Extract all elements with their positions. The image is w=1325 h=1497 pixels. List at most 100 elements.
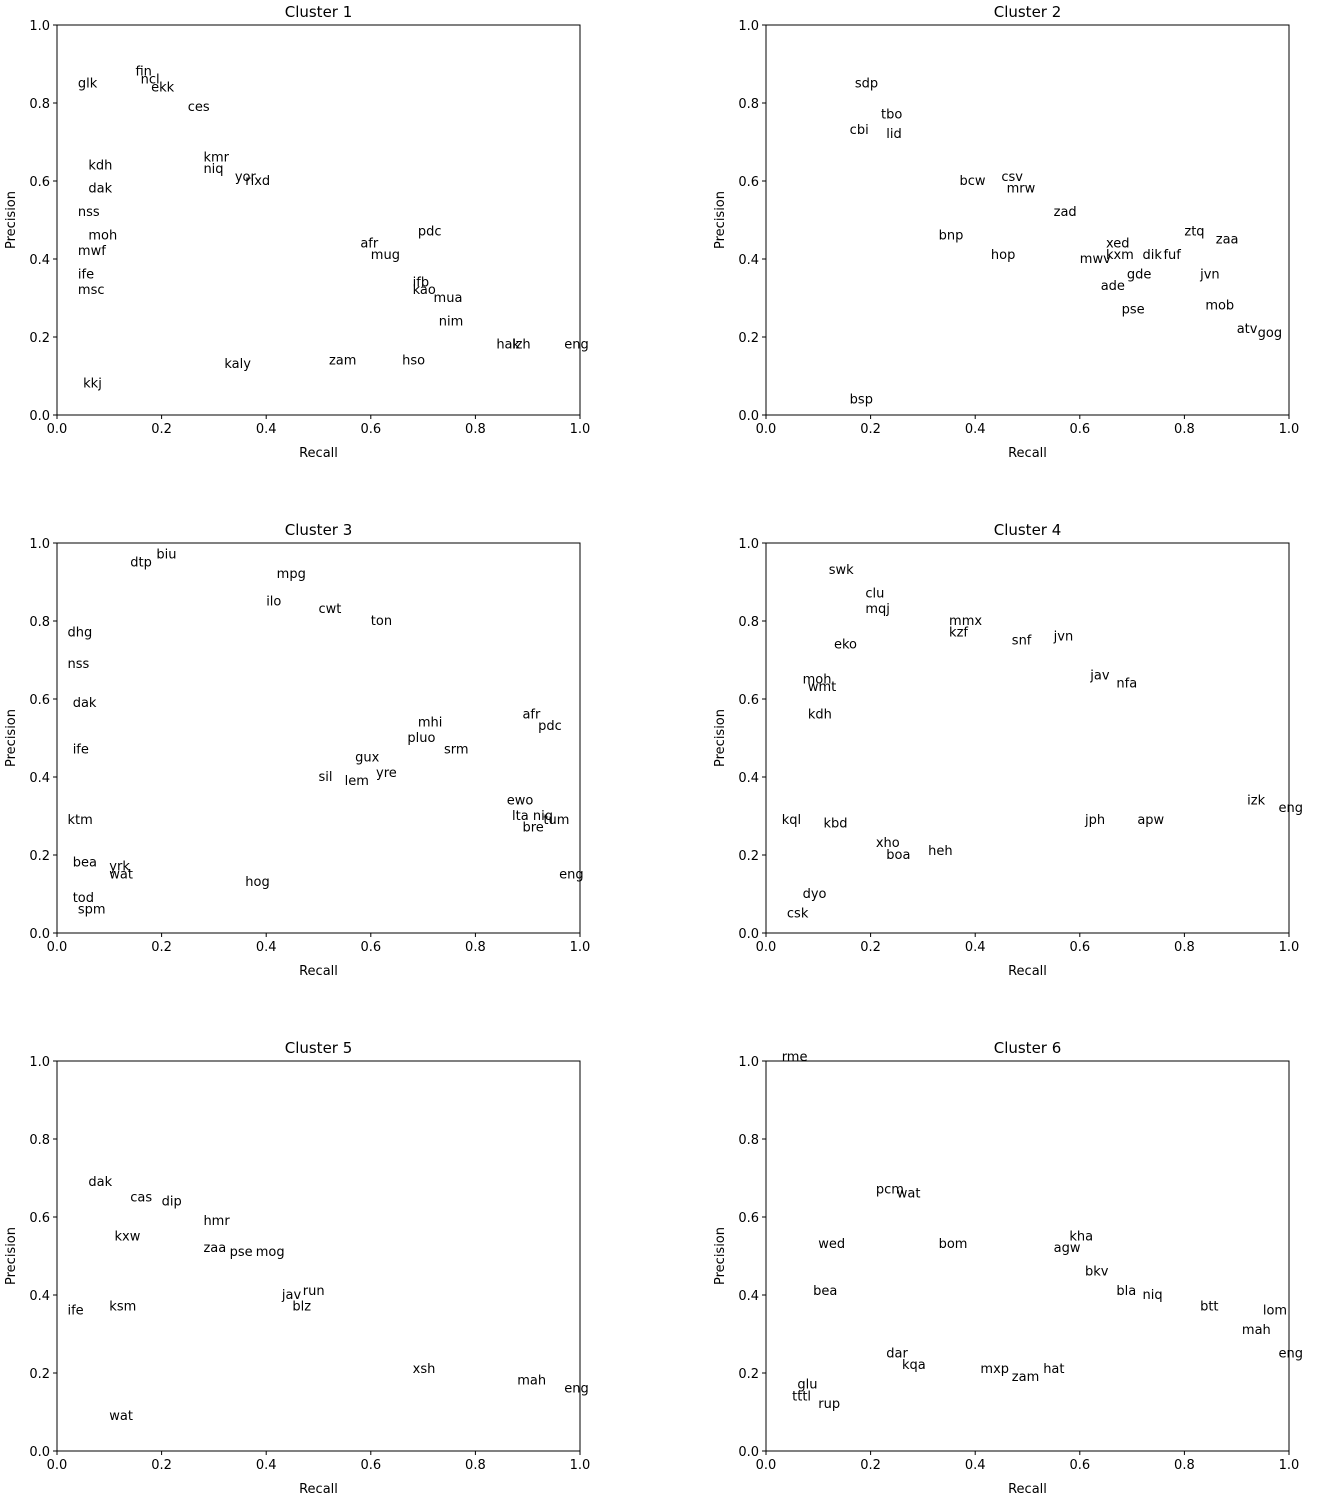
y-tick-label: 0.8: [738, 1133, 759, 1148]
point-label: dar: [886, 1346, 908, 1361]
point-label: kha: [1069, 1229, 1093, 1244]
point-label: heh: [928, 844, 952, 859]
point-label: mhi: [418, 715, 443, 730]
point-label: cas: [130, 1190, 152, 1205]
point-label: mmx: [949, 614, 982, 629]
y-tick-label: 0.8: [29, 615, 50, 630]
point-label: kzf: [949, 626, 968, 641]
point-label: eng: [564, 1382, 589, 1397]
subplot: Cluster 1 0.0 0.2 0.4 0.6 0.8 1.0 0.0 0.2 0.4 0.6 0…: [4, 3, 590, 461]
point-label: dtp: [130, 555, 152, 570]
subplot: Cluster 3 0.0 0.2 0.4 0.6 0.8 1.0 0.0 0.2 0.4 0.6 0…: [4, 521, 590, 979]
x-tick-label: 0.0: [47, 422, 68, 437]
point-label: cwt: [319, 602, 342, 617]
point-label: yre: [376, 766, 397, 781]
point-label: ife: [78, 268, 94, 283]
point-label: dhg: [67, 626, 92, 641]
y-tick-label: 1.0: [29, 1055, 50, 1070]
point-label: kql: [782, 813, 801, 828]
point-label: nim: [439, 314, 464, 329]
subplot: Cluster 5 0.0 0.2 0.4 0.6 0.8 1.0 0.0 0.2 0.4 0.6 0…: [4, 1039, 590, 1497]
point-label: mwv: [1080, 252, 1111, 267]
point-label: lid: [886, 127, 901, 142]
y-tick-label: 1.0: [738, 537, 759, 552]
point-label: swk: [829, 563, 854, 578]
subplot: Cluster 2 0.0 0.2 0.4 0.6 0.8 1.0 0.0 0.2 0.4 0.6 0…: [713, 3, 1299, 461]
point-label: hat: [1043, 1362, 1064, 1377]
y-tick-label: 0.6: [29, 693, 50, 708]
plot-frame: [765, 24, 1290, 416]
y-tick-label: 0.4: [738, 1289, 759, 1304]
point-label: agw: [1054, 1241, 1081, 1256]
point-label: dip: [162, 1194, 182, 1209]
x-tick-label: 0.2: [151, 1458, 172, 1473]
x-tick-label: 0.8: [1174, 1458, 1195, 1473]
point-label: csv: [1001, 170, 1023, 185]
x-axis-label: Recall: [299, 1482, 338, 1497]
y-tick-label: 1.0: [738, 19, 759, 34]
point-label: pdc: [418, 225, 442, 240]
chart-title: Cluster 3: [285, 521, 353, 539]
point-label: ton: [371, 614, 392, 629]
point-label: pcm: [876, 1183, 904, 1198]
point-label: izk: [1247, 793, 1265, 808]
y-tick-label: 0.4: [29, 771, 50, 786]
chart-title: Cluster 2: [994, 3, 1062, 21]
point-label: xed: [1106, 236, 1130, 251]
chart-title: Cluster 4: [994, 521, 1062, 539]
point-label: kxm: [1106, 248, 1134, 263]
y-tick-label: 0.6: [738, 1211, 759, 1226]
y-tick-label: 1.0: [29, 19, 50, 34]
point-label: kao: [413, 283, 436, 298]
point-label: jvn: [1053, 630, 1074, 645]
point-label: hak: [496, 338, 520, 353]
point-label: mah: [517, 1374, 546, 1389]
point-label: hop: [991, 248, 1015, 263]
point-label: zam: [1012, 1370, 1039, 1385]
y-tick-label: 0.4: [738, 771, 759, 786]
point-label: dak: [88, 1175, 112, 1190]
point-label: kkj: [83, 377, 102, 392]
point-label: mua: [434, 291, 463, 306]
x-tick-label: 0.0: [756, 422, 777, 437]
point-label: run: [303, 1284, 325, 1299]
point-label: boa: [886, 848, 910, 863]
point-label: yrk: [109, 860, 130, 875]
point-label: pse: [230, 1245, 253, 1260]
y-tick-label: 0.8: [738, 97, 759, 112]
point-label: hso: [402, 353, 425, 368]
plot-frame: [765, 1060, 1290, 1452]
x-tick-label: 0.4: [256, 422, 277, 437]
y-tick-label: 0.8: [29, 1133, 50, 1148]
x-tick-label: 0.8: [465, 1458, 486, 1473]
point-label: dyo: [803, 887, 827, 902]
point-label: bla: [1116, 1284, 1136, 1299]
y-tick-label: 0.2: [29, 849, 50, 864]
x-tick-label: 0.8: [1174, 422, 1195, 437]
point-label: rme: [782, 1050, 808, 1065]
point-label: tbo: [881, 108, 902, 123]
x-axis-label: Recall: [299, 964, 338, 979]
point-label: bkv: [1085, 1265, 1109, 1280]
point-label: gde: [1127, 268, 1152, 283]
point-label: mwf: [78, 244, 106, 259]
y-tick-label: 0.8: [738, 615, 759, 630]
point-label: lta: [512, 809, 529, 824]
point-label: msc: [78, 283, 105, 298]
point-label: atv: [1237, 322, 1258, 337]
y-tick-label: 0.2: [738, 331, 759, 346]
point-label: ewo: [507, 793, 534, 808]
point-label: btt: [1200, 1300, 1218, 1315]
x-axis-label: Recall: [1008, 1482, 1047, 1497]
point-label: fin: [135, 65, 151, 80]
point-label: niq: [533, 809, 553, 824]
point-label: bom: [939, 1237, 968, 1252]
point-label: glu: [797, 1378, 817, 1393]
y-tick-label: 0.4: [738, 253, 759, 268]
point-label: eko: [834, 637, 857, 652]
y-axis-label: Precision: [4, 709, 19, 767]
point-label: blz: [292, 1300, 311, 1315]
y-axis-label: Precision: [713, 191, 728, 249]
point-label: mob: [1205, 299, 1234, 314]
